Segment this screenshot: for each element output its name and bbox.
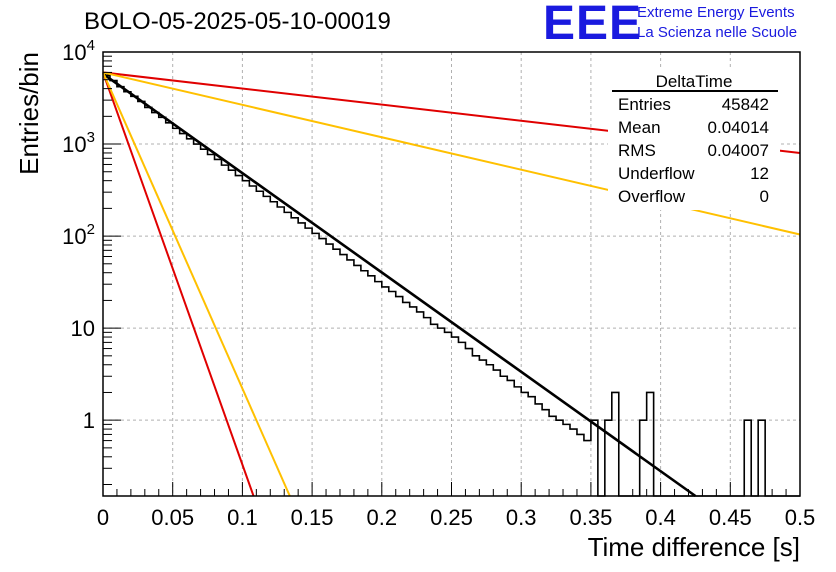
y-tick-label: 103 <box>62 129 95 157</box>
stats-row-label: Underflow <box>618 164 695 183</box>
stats-box: DeltaTime Entries 45842 Mean 0.04014 RMS 0.04… <box>608 70 780 210</box>
x-axis-label: Time difference [s] <box>588 532 800 562</box>
x-tick-label: 0.25 <box>430 505 473 530</box>
eee-tagline-1: Extreme Energy Events <box>637 4 795 21</box>
y-tick-label: 104 <box>62 37 95 65</box>
stats-row-label: Entries <box>618 95 671 114</box>
x-tick-label: 0.4 <box>645 505 676 530</box>
x-tick-label: 0.5 <box>785 505 816 530</box>
x-tick-label: 0 <box>97 505 109 530</box>
stats-row-label: Overflow <box>618 187 686 206</box>
x-tick-label: 0.2 <box>367 505 398 530</box>
stats-row-label: RMS <box>618 141 656 160</box>
fit-line-5 <box>102 72 291 497</box>
y-tick-label: 102 <box>62 221 95 249</box>
x-tick-label: 0.35 <box>569 505 612 530</box>
y-tick-label: 1 <box>83 408 95 433</box>
x-tick-label: 0.3 <box>506 505 537 530</box>
eee-tagline-2: La Scienza nelle Scuole <box>637 24 798 41</box>
y-axis-label: Entries/bin <box>14 52 44 175</box>
stats-row-value: 0 <box>760 187 769 206</box>
y-tick-label: 10 <box>71 316 95 341</box>
stats-row-value: 0.04014 <box>708 118 769 137</box>
stats-row-value: 0.04007 <box>708 141 769 160</box>
fit-line-1 <box>102 72 697 498</box>
eee-logo: EEE <box>543 0 643 50</box>
x-tick-label: 0.1 <box>227 505 258 530</box>
stats-row-label: Mean <box>618 118 661 137</box>
stats-row-value: 45842 <box>722 95 769 114</box>
x-tick-label: 0.15 <box>291 505 334 530</box>
axis-ticks: 0 0.05 0.1 0.15 0.2 0.25 0.3 0.35 0.4 0.45 0.5 1 10 1… <box>62 37 815 530</box>
stats-row-value: 12 <box>750 164 769 183</box>
run-title: BOLO-05-2025-05-10-00019 <box>84 8 391 35</box>
x-tick-label: 0.05 <box>151 505 194 530</box>
x-tick-label: 0.45 <box>709 505 752 530</box>
fit-line-4 <box>102 72 255 497</box>
stats-name: DeltaTime <box>656 72 733 91</box>
